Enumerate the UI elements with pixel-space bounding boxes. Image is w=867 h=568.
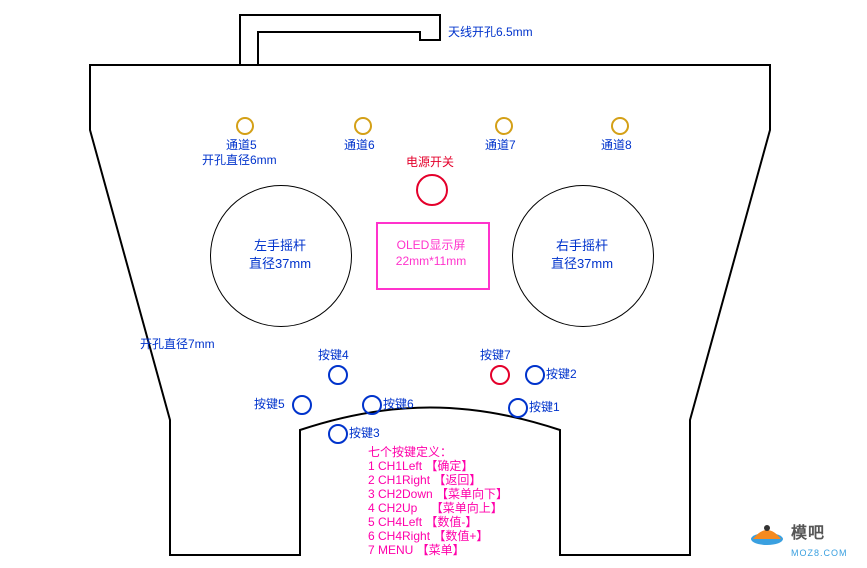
right-stick-label1: 右手摇杆 [540, 238, 624, 254]
button1 [508, 398, 528, 418]
legend-line-3: 3 CH2Down 【菜单向下】 [368, 487, 508, 502]
channel5-label: 通道5 [226, 138, 257, 153]
button2 [525, 365, 545, 385]
antenna-label: 天线开孔6.5mm [448, 25, 533, 40]
oled-label2: 22mm*11mm [376, 254, 486, 269]
oled-label1: OLED显示屏 [376, 238, 486, 253]
button2-label: 按键2 [546, 367, 577, 382]
legend-line-2: 2 CH1Right 【返回】 [368, 473, 481, 488]
channel8-hole [611, 117, 629, 135]
legend-line-4: 4 CH2Up 【菜单向上】 [368, 501, 503, 516]
legend-title: 七个按键定义： [368, 445, 452, 460]
button3-label: 按键3 [349, 426, 380, 441]
button7-label: 按键7 [480, 348, 511, 363]
logo-brand: 模吧 [791, 525, 825, 542]
legend-line-6: 6 CH4Right 【数值+】 [368, 529, 488, 544]
channel7-label: 通道7 [485, 138, 516, 153]
left-stick-label2: 直径37mm [238, 256, 322, 272]
legend-line-7: 7 MENU 【菜单】 [368, 543, 465, 558]
channel5-note: 开孔直径6mm [202, 153, 277, 168]
logo-url: MOZ8.COM [791, 548, 848, 558]
channel8-label: 通道8 [601, 138, 632, 153]
button7 [490, 365, 510, 385]
antenna-path [240, 15, 440, 65]
button5-label: 按键5 [254, 397, 285, 412]
button1-label: 按键1 [529, 400, 560, 415]
diagram-stage: 天线开孔6.5mm 通道5 开孔直径6mm 通道6 通道7 通道8 电源开关 左… [0, 0, 867, 568]
channel7-hole [495, 117, 513, 135]
button6-label: 按键6 [383, 397, 414, 412]
left-stick-label1: 左手摇杆 [238, 238, 322, 254]
button6 [362, 395, 382, 415]
button3 [328, 424, 348, 444]
button-hole-note: 开孔直径7mm [140, 337, 215, 352]
power-switch [416, 174, 448, 206]
legend-line-1: 1 CH1Left 【确定】 [368, 459, 473, 474]
button4-label: 按键4 [318, 348, 349, 363]
channel6-label: 通道6 [344, 138, 375, 153]
power-label: 电源开关 [406, 155, 454, 170]
right-stick-label2: 直径37mm [540, 256, 624, 272]
button4 [328, 365, 348, 385]
channel6-hole [354, 117, 372, 135]
site-logo: 模吧 MOZ8.COM [747, 517, 857, 560]
legend-line-5: 5 CH4Left 【数值-】 [368, 515, 477, 530]
button5 [292, 395, 312, 415]
channel5-hole [236, 117, 254, 135]
